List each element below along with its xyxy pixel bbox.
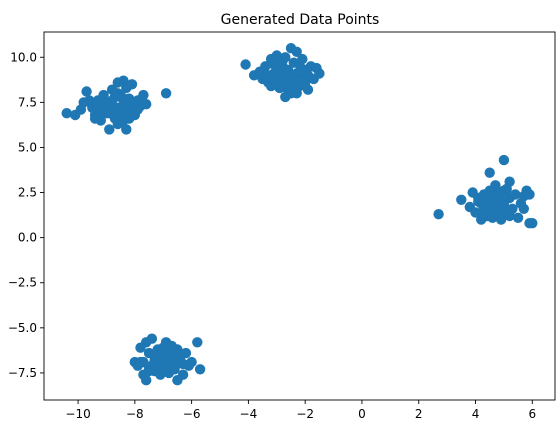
data-point bbox=[180, 347, 192, 359]
data-point bbox=[498, 154, 510, 166]
data-point bbox=[95, 106, 107, 117]
data-point bbox=[498, 185, 510, 196]
data-point bbox=[524, 189, 535, 200]
x-axis-ticks: −10 −8 −6 −4 −2 0 2 4 6 bbox=[65, 400, 536, 421]
data-point bbox=[141, 99, 152, 110]
data-point bbox=[240, 59, 251, 70]
data-point bbox=[104, 124, 115, 135]
data-point bbox=[177, 369, 189, 380]
data-point bbox=[473, 196, 484, 207]
data-point bbox=[285, 71, 297, 83]
data-point bbox=[504, 210, 515, 222]
data-point bbox=[484, 167, 495, 178]
data-point bbox=[81, 86, 92, 97]
data-point bbox=[487, 198, 498, 209]
y-tick-label: −5.0 bbox=[8, 321, 37, 335]
data-point bbox=[263, 70, 274, 81]
data-point bbox=[510, 189, 521, 200]
data-point bbox=[291, 88, 302, 99]
data-point bbox=[135, 356, 146, 368]
data-point bbox=[172, 349, 183, 361]
data-point bbox=[493, 205, 504, 216]
x-tick-label: −6 bbox=[183, 407, 201, 421]
data-point bbox=[124, 108, 135, 119]
y-axis-ticks: −7.5 −5.0 −2.5 0.0 2.5 5.0 7.5 10.0 bbox=[8, 50, 44, 380]
data-point bbox=[271, 79, 282, 90]
data-point bbox=[61, 108, 72, 119]
data-point bbox=[297, 53, 308, 65]
data-point bbox=[478, 209, 490, 220]
x-tick-label: −8 bbox=[126, 407, 144, 421]
x-tick-label: −4 bbox=[240, 407, 258, 421]
data-point bbox=[106, 95, 118, 106]
y-tick-label: 5.0 bbox=[18, 140, 37, 154]
data-point bbox=[141, 375, 152, 386]
data-point bbox=[126, 79, 138, 90]
x-tick-label: 0 bbox=[358, 407, 366, 421]
x-tick-label: 4 bbox=[472, 407, 480, 421]
x-tick-label: −10 bbox=[65, 407, 90, 421]
data-point bbox=[470, 207, 481, 218]
x-tick-label: 2 bbox=[415, 407, 423, 421]
data-point bbox=[115, 91, 126, 103]
data-point bbox=[143, 347, 155, 359]
data-point bbox=[109, 111, 121, 123]
y-tick-label: 2.5 bbox=[18, 186, 37, 200]
x-tick-label: 6 bbox=[528, 407, 536, 421]
data-point bbox=[194, 364, 206, 375]
data-point bbox=[84, 95, 95, 106]
data-point bbox=[146, 333, 158, 344]
data-point bbox=[98, 89, 109, 101]
data-point bbox=[277, 66, 288, 77]
data-point bbox=[89, 113, 101, 124]
data-points bbox=[61, 43, 538, 386]
data-point bbox=[495, 214, 507, 225]
plot-frame bbox=[43, 31, 556, 401]
data-point bbox=[158, 346, 169, 357]
data-point bbox=[143, 365, 155, 377]
data-point bbox=[192, 337, 203, 348]
y-tick-label: −7.5 bbox=[8, 366, 37, 380]
data-point bbox=[186, 356, 197, 368]
data-point bbox=[498, 196, 510, 207]
data-point bbox=[490, 180, 501, 191]
y-tick-label: −2.5 bbox=[8, 276, 37, 290]
data-point bbox=[169, 362, 180, 373]
data-point bbox=[314, 68, 325, 79]
chart-title: Generated Data Points bbox=[221, 12, 380, 28]
data-point bbox=[260, 61, 271, 72]
data-point bbox=[280, 91, 291, 103]
y-tick-label: 7.5 bbox=[18, 95, 37, 109]
data-point bbox=[138, 89, 149, 101]
data-point bbox=[294, 66, 305, 77]
data-point bbox=[504, 176, 515, 187]
data-point bbox=[291, 46, 302, 57]
data-point bbox=[433, 209, 444, 220]
data-point bbox=[121, 124, 132, 135]
data-point bbox=[512, 212, 524, 223]
data-point bbox=[268, 59, 280, 70]
data-point bbox=[527, 218, 538, 229]
data-point bbox=[518, 203, 529, 214]
x-tick-label: −2 bbox=[296, 407, 314, 421]
data-point bbox=[177, 358, 189, 370]
data-point bbox=[160, 88, 172, 99]
data-point bbox=[132, 104, 143, 115]
data-point bbox=[302, 84, 314, 95]
y-tick-label: 10.0 bbox=[10, 50, 37, 64]
y-tick-label: 0.0 bbox=[18, 231, 37, 245]
data-point bbox=[456, 194, 467, 205]
